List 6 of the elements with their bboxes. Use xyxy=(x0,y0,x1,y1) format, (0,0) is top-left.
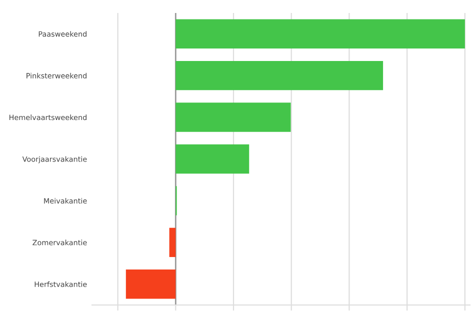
bar xyxy=(169,228,176,258)
bar xyxy=(176,60,384,90)
bar xyxy=(126,270,176,299)
bar xyxy=(176,144,250,174)
bar xyxy=(176,19,465,48)
bar xyxy=(176,102,291,132)
